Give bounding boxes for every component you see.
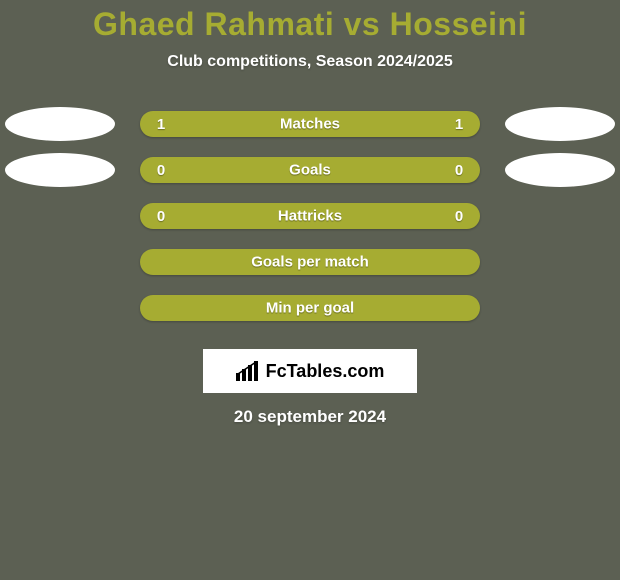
- stat-label: Goals: [289, 162, 331, 179]
- left-value: 0: [154, 208, 168, 225]
- stat-bar: 1 Matches 1: [140, 111, 480, 137]
- date-line: 20 september 2024: [0, 407, 620, 427]
- stat-label: Hattricks: [278, 208, 342, 225]
- bar-chart-icon: [236, 361, 262, 381]
- right-value: 0: [452, 208, 466, 225]
- right-value-ellipse: [505, 107, 615, 141]
- stat-bar: 0 Hattricks 0: [140, 203, 480, 229]
- stat-bar: 0 Goals 0: [140, 157, 480, 183]
- stat-row-matches: 1 Matches 1: [0, 101, 620, 147]
- stat-bar: Goals per match: [140, 249, 480, 275]
- left-value: 1: [154, 116, 168, 133]
- left-value-ellipse: [5, 153, 115, 187]
- right-value: 1: [452, 116, 466, 133]
- stat-row-goals: 0 Goals 0: [0, 147, 620, 193]
- page-title: Ghaed Rahmati vs Hosseini: [0, 6, 620, 43]
- stat-label: Matches: [280, 116, 340, 133]
- subtitle: Club competitions, Season 2024/2025: [0, 53, 620, 71]
- left-value: 0: [154, 162, 168, 179]
- left-value-ellipse: [5, 107, 115, 141]
- stat-bar: Min per goal: [140, 295, 480, 321]
- logo-text: FcTables.com: [266, 361, 385, 382]
- stats-chart: 1 Matches 1 0 Goals 0 0 Hattricks 0: [0, 101, 620, 331]
- stat-label: Goals per match: [251, 254, 369, 271]
- stat-label: Min per goal: [266, 300, 354, 317]
- comparison-card: Ghaed Rahmati vs Hosseini Club competiti…: [0, 0, 620, 580]
- logo-box: FcTables.com: [203, 349, 417, 393]
- right-value-ellipse: [505, 153, 615, 187]
- right-value: 0: [452, 162, 466, 179]
- stat-row-min-per-goal: Min per goal: [0, 285, 620, 331]
- stat-row-hattricks: 0 Hattricks 0: [0, 193, 620, 239]
- stat-row-goals-per-match: Goals per match: [0, 239, 620, 285]
